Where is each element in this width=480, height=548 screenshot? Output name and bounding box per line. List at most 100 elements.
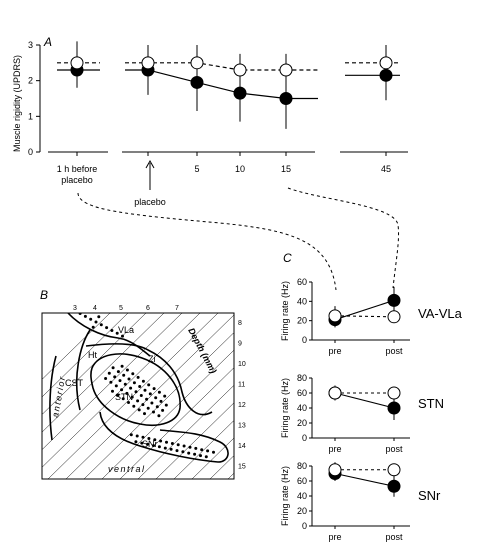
open-marker (387, 386, 401, 400)
recording-dot (111, 366, 115, 370)
recording-dot (164, 403, 168, 407)
recording-dot (153, 438, 157, 442)
recording-dot (89, 317, 93, 321)
y-tick-label: 2 (28, 76, 33, 86)
placebo-arrowhead (145, 159, 155, 169)
y-tick-label: 60 (297, 277, 307, 287)
recording-dot (143, 412, 146, 416)
firing-rate-chart: 0 20 40 60 Firing rate (Hz) pre post VA-VLa (280, 277, 463, 356)
recording-dot (147, 383, 151, 387)
trajectory-line (119, 367, 234, 479)
y-tick-label: 40 (297, 491, 307, 501)
recording-dot (134, 440, 138, 444)
x-tick-label: 1 h before (57, 164, 98, 174)
recording-dot (141, 435, 145, 439)
recording-dot (199, 454, 202, 458)
recording-dot (120, 388, 124, 392)
top-number: 5 (119, 305, 123, 312)
connector-left (77, 192, 337, 291)
vla-outline (67, 313, 151, 357)
recording-dot (105, 326, 109, 330)
label-ventral: ventral (108, 464, 146, 474)
series-line (334, 472, 395, 487)
y-tick-label: 0 (302, 433, 307, 443)
recording-dot (132, 381, 136, 385)
y-tick-label: 3 (28, 40, 33, 50)
recording-dot (155, 405, 159, 409)
label-zi: Zi (148, 354, 156, 364)
recording-dot (176, 443, 180, 447)
recording-dot (206, 449, 210, 453)
recording-dot (116, 393, 120, 397)
recording-dot (130, 395, 134, 399)
depth-numbers: 8 9 10 11 12 13 14 15 (238, 320, 246, 471)
depth-number: 8 (238, 320, 242, 327)
recording-dot (129, 386, 133, 390)
recording-dot (152, 387, 156, 391)
trajectory-line (42, 313, 129, 398)
x-tick-label: 45 (381, 164, 391, 174)
open-marker (70, 56, 84, 70)
depth-number: 15 (238, 464, 246, 471)
recording-dot (147, 437, 151, 440)
recording-dot (122, 373, 126, 377)
recording-dot (200, 448, 204, 452)
ht-outline (85, 342, 213, 416)
y-tick-label: 40 (297, 296, 307, 306)
recording-dot (123, 382, 127, 386)
filled-marker (387, 293, 401, 307)
recording-dot (131, 372, 135, 376)
recording-dot (127, 401, 130, 404)
filled-marker (379, 68, 393, 82)
panel-a-chart: A Muscle rigidity (UPDRS) 0 1 2 3 1 h before… (12, 35, 408, 207)
recording-dot (146, 406, 150, 410)
recording-dot (188, 445, 192, 449)
x-tick-label: 5 (194, 164, 199, 174)
recording-dot (187, 451, 191, 455)
trajectory-line (42, 313, 147, 415)
trajectory-line (137, 384, 234, 479)
recording-dot (107, 371, 111, 375)
recording-dot (115, 331, 119, 335)
recording-dot (204, 455, 208, 459)
panel-b-map: B 3 4 5 6 7 8 9 10 11 12 13 14 15 Depth (mm) VLa Ht… (40, 288, 246, 480)
y-tick-label: 20 (297, 418, 307, 428)
firing-rate-chart: 0 20 40 60 80 Firing rate (Hz) pre post STN (280, 373, 444, 454)
trajectory-line (65, 314, 234, 479)
recording-dot (135, 434, 139, 438)
y-tick-label: 60 (297, 388, 307, 398)
label-vla: VLa (118, 325, 134, 335)
recording-dot (83, 314, 87, 318)
x-tick-label: 10 (235, 164, 245, 174)
recording-dot (118, 379, 122, 383)
label-cst: CST (65, 378, 84, 388)
series-line (334, 299, 395, 321)
recording-dot (157, 445, 161, 449)
recording-dot (159, 399, 163, 403)
snr-outline (99, 411, 229, 463)
region-label: SNr (418, 488, 441, 503)
recording-dot (212, 450, 215, 454)
recording-dot (134, 390, 138, 394)
recording-dot (140, 441, 144, 445)
filled-marker (387, 401, 401, 415)
open-marker (141, 56, 155, 70)
recording-dot (150, 401, 154, 405)
recording-dot (99, 323, 103, 327)
recording-dot (127, 377, 131, 381)
depth-label: Depth (mm) (186, 326, 218, 375)
recording-dot (145, 397, 149, 401)
connector-lines (77, 187, 399, 291)
depth-number: 10 (238, 361, 246, 368)
firing-rate-chart: 0 20 40 60 80 Firing rate (Hz) pre post SNr (280, 461, 441, 542)
recording-dot (143, 388, 147, 392)
trajectory-line (42, 313, 165, 433)
top-number: 4 (93, 305, 97, 312)
recording-dot (194, 446, 198, 450)
recording-dot (116, 370, 120, 374)
top-number: 3 (73, 305, 77, 312)
panel-letter-b: B (40, 288, 48, 302)
y-tick-label: 80 (297, 373, 307, 383)
recording-dot (154, 396, 158, 400)
recording-dot (91, 325, 95, 329)
